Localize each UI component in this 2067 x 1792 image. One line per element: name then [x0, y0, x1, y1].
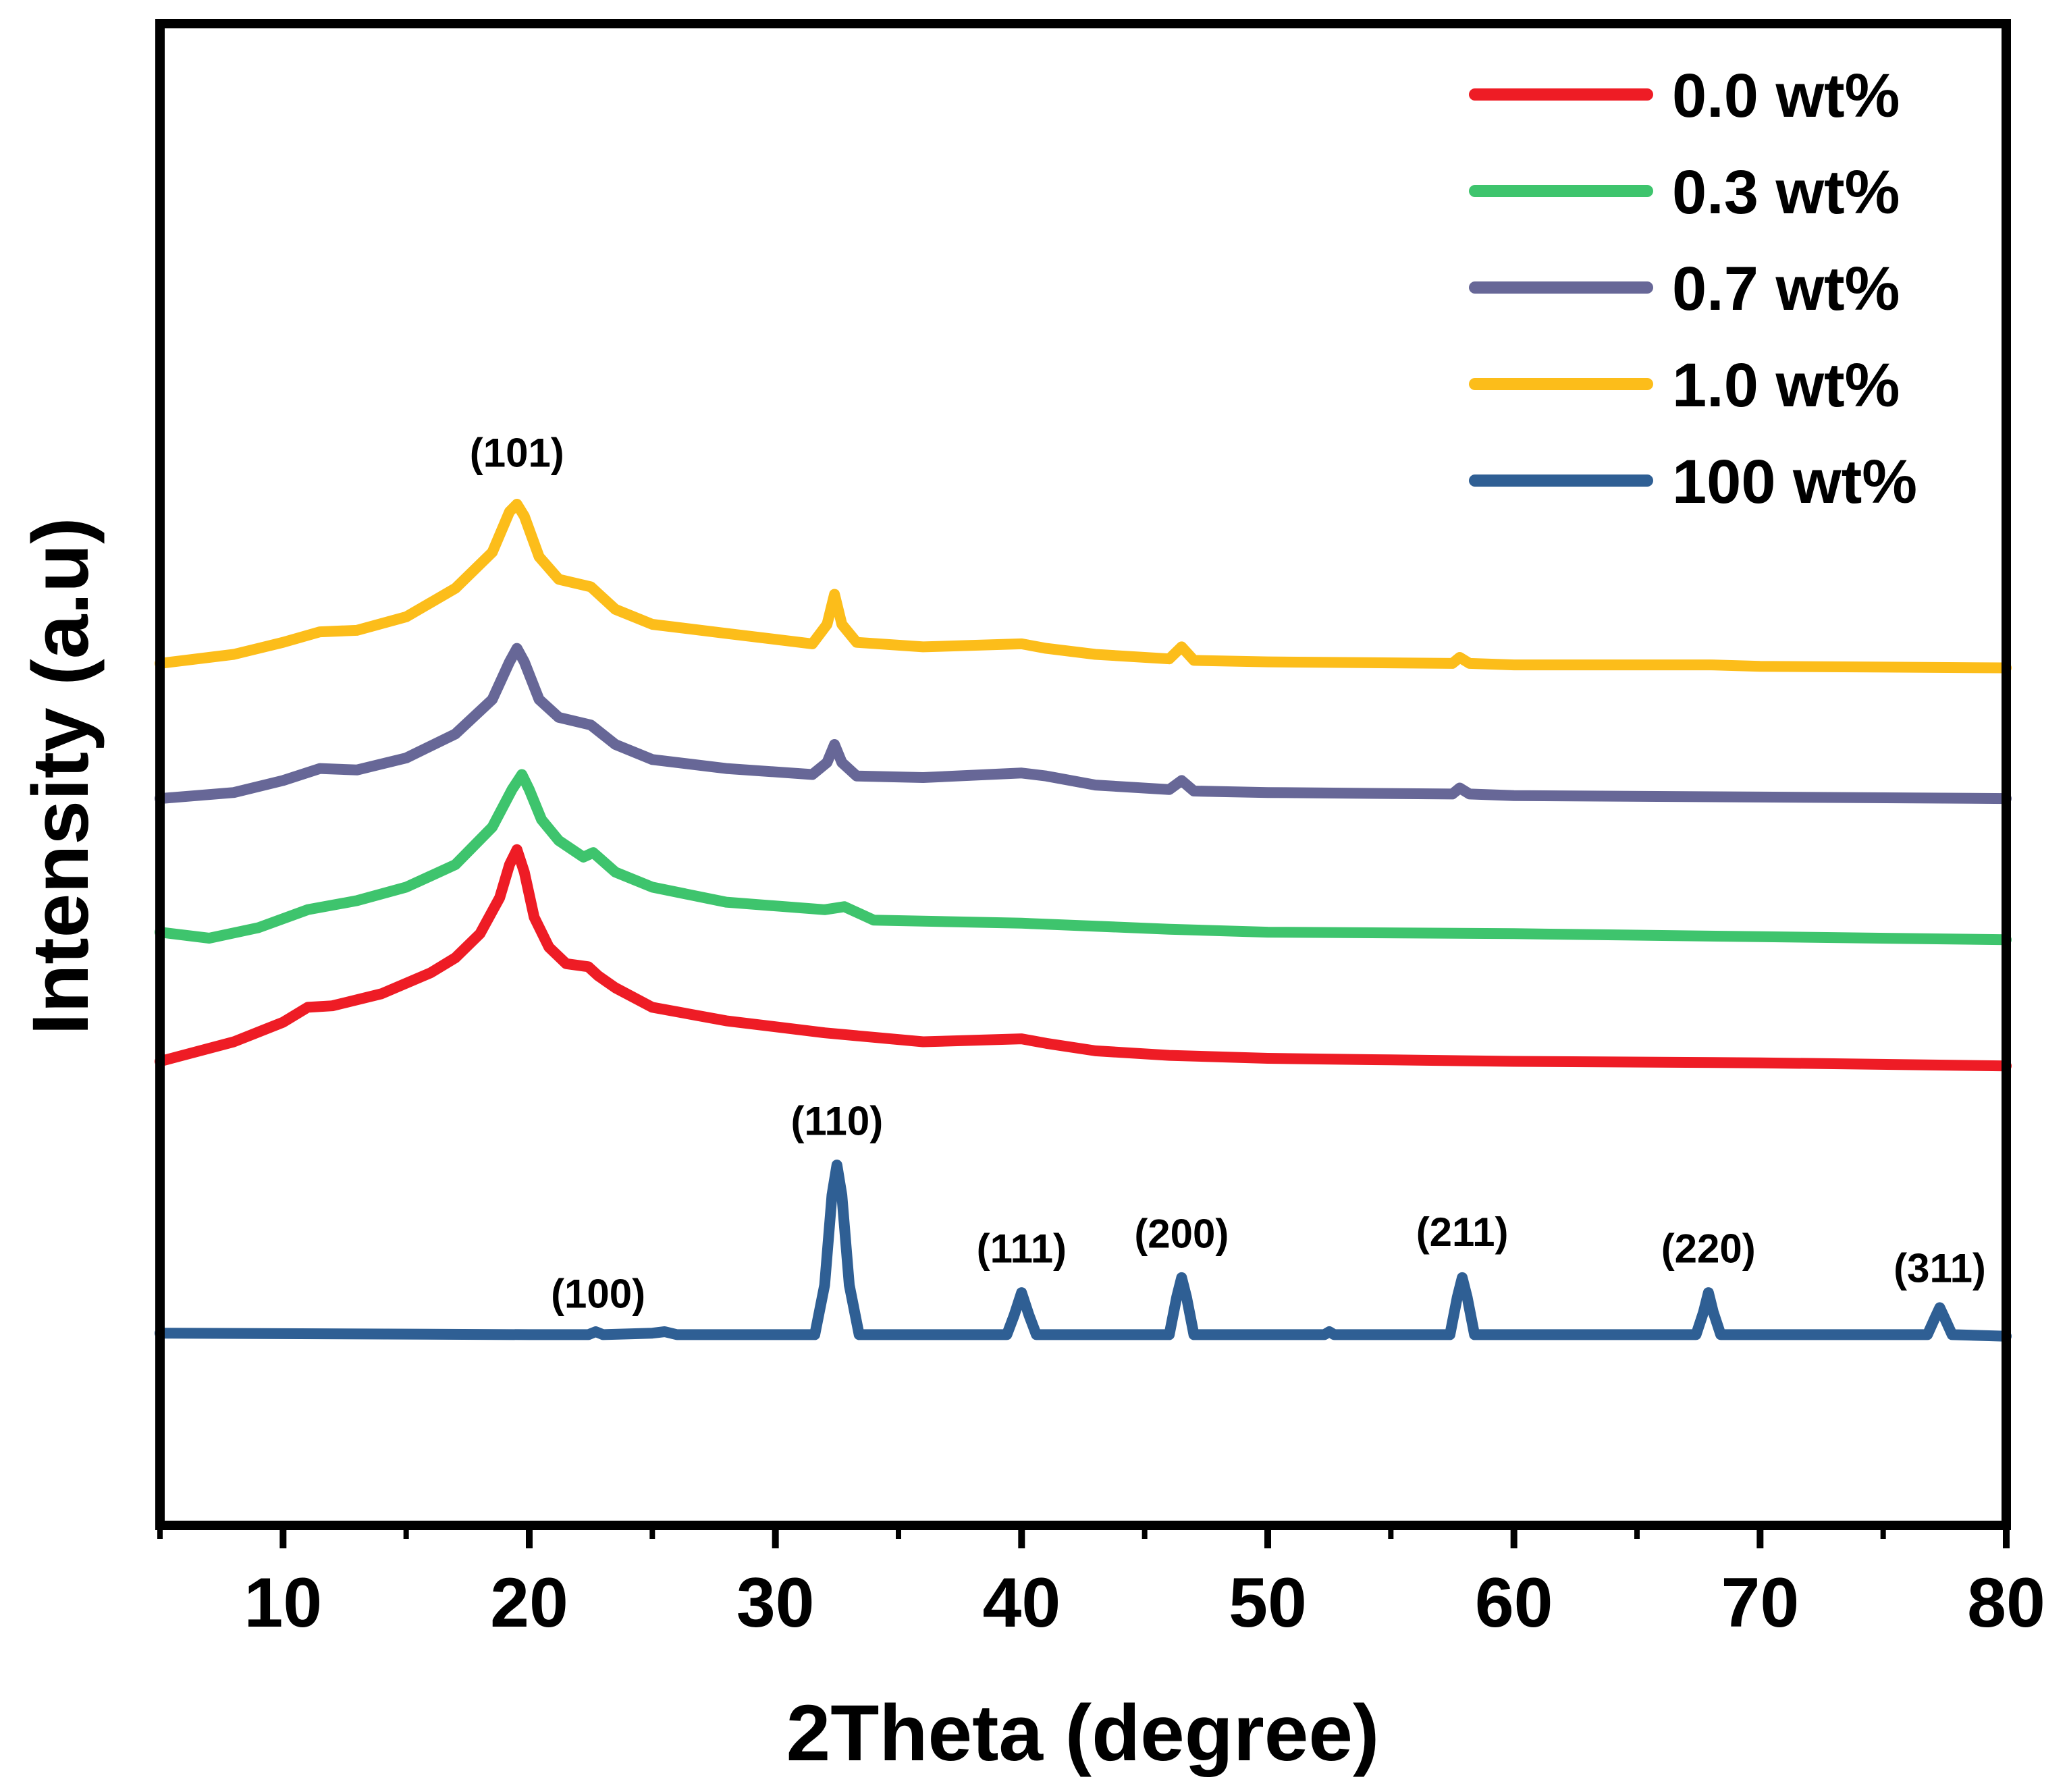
peak-label: (220): [1661, 1226, 1756, 1272]
peak-label: (311): [1894, 1246, 1986, 1291]
legend-label: 0.3 wt%: [1672, 158, 1900, 227]
legend-label: 0.0 wt%: [1672, 61, 1900, 130]
series-line-2: [155, 643, 2012, 805]
x-tick-label: 60: [1475, 1564, 1553, 1642]
peak-label: (100): [551, 1271, 645, 1316]
series-line-3: [155, 499, 2012, 674]
legend-label: 100 wt%: [1672, 447, 1917, 516]
peak-label: (110): [790, 1099, 883, 1144]
x-axis-title: 2Theta (degree): [786, 1689, 1380, 1778]
peak-label: (111): [977, 1226, 1067, 1272]
plot-series: [155, 499, 2012, 1342]
peak-annotations: (101) (110) (100) (111) (200) (211) (220) (311): [470, 430, 1986, 1316]
x-tick-label: 50: [1229, 1564, 1307, 1642]
x-tick-label: 80: [1967, 1564, 2045, 1642]
series-line-0: [155, 844, 2012, 1072]
x-tick-label: 40: [982, 1564, 1061, 1642]
x-tick-label: 20: [490, 1564, 568, 1642]
plot-frame: [155, 19, 2011, 1530]
x-tick-label: 10: [244, 1564, 322, 1642]
series-line-4: [155, 1160, 2012, 1342]
legend-label: 0.7 wt%: [1672, 254, 1900, 323]
y-axis-title: Intensity (a.u): [16, 517, 105, 1035]
x-tick-label: 70: [1721, 1564, 1799, 1642]
peak-label: (200): [1134, 1211, 1229, 1256]
series-line-1: [155, 769, 2012, 946]
legend-label: 1.0 wt%: [1672, 351, 1900, 420]
peak-label: (211): [1416, 1210, 1509, 1255]
x-tick-label: 30: [736, 1564, 815, 1642]
legend: 0.0 wt% 0.3 wt% 0.7 wt% 1.0 wt% 100 wt%: [1469, 61, 1917, 516]
peak-label: (101): [470, 430, 564, 475]
x-axis-tick-labels: 10 20 30 40 50 60 70 80: [244, 1564, 2045, 1642]
